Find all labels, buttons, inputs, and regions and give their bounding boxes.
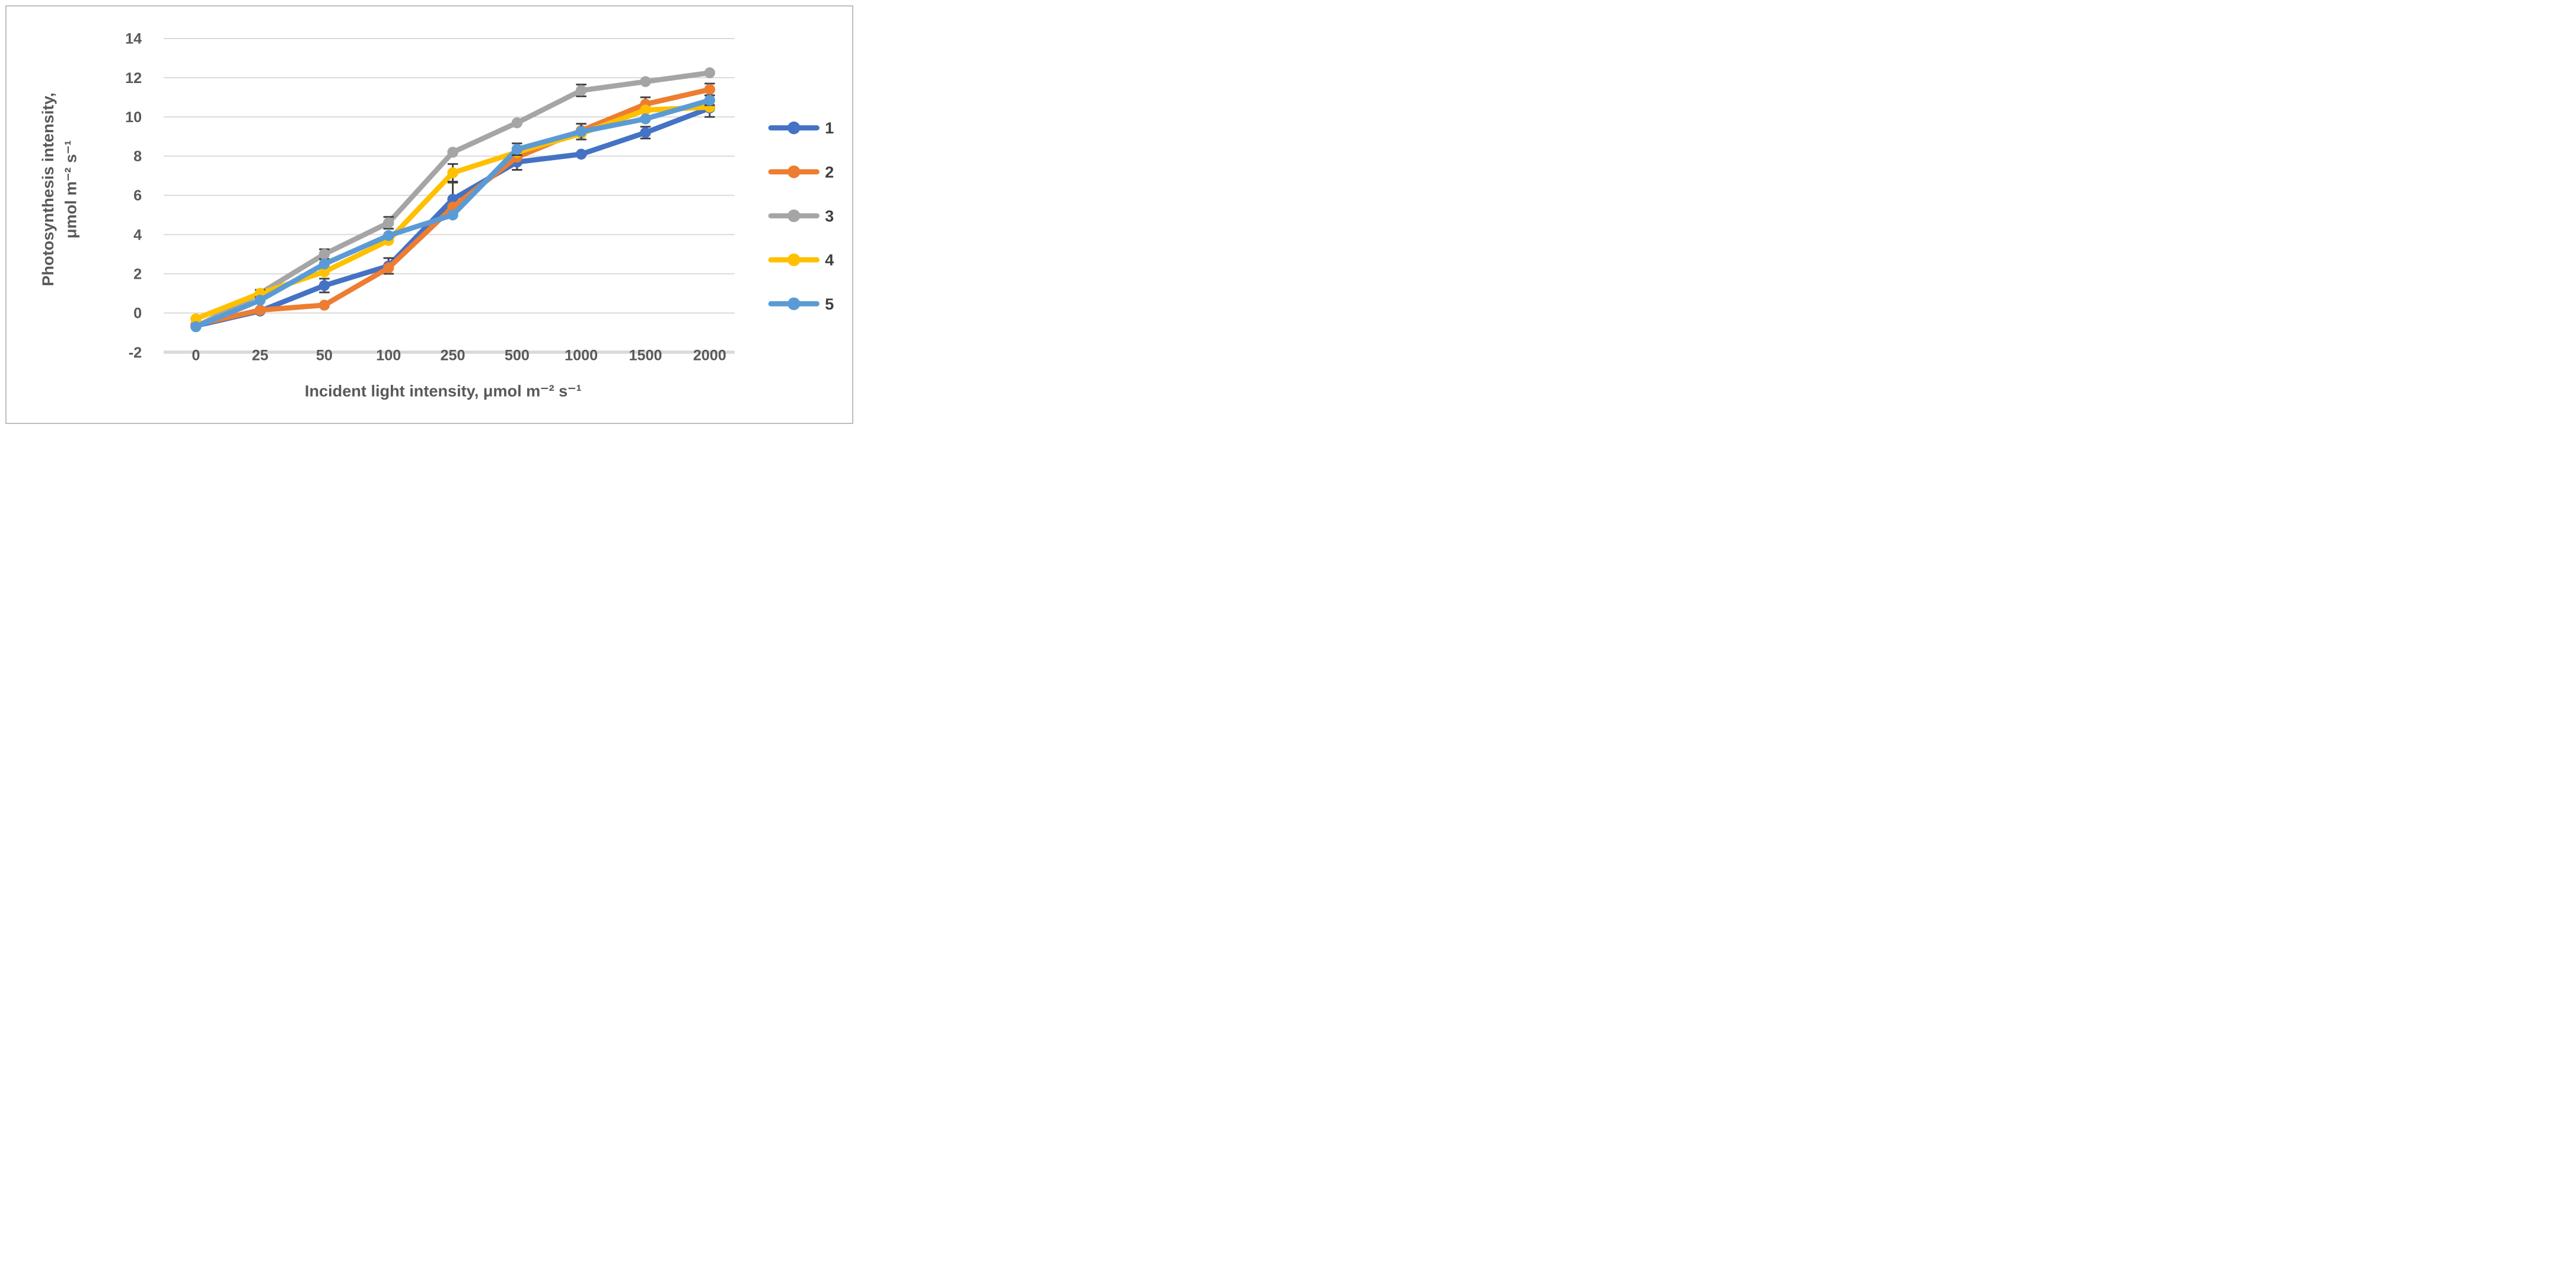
data-point-marker bbox=[447, 146, 458, 158]
legend-marker-icon bbox=[788, 253, 801, 266]
legend-item-label: 3 bbox=[825, 206, 834, 225]
x-tick-labels: 0 25 50 100 250 500 1000 1500 2000 bbox=[192, 347, 726, 364]
page: 14 12 10 8 6 4 2 0 -2 0 25 50 100 250 500 1000 1500 2000… bbox=[0, 0, 859, 429]
x-tick-label: 1500 bbox=[629, 347, 662, 364]
data-point-marker bbox=[190, 321, 202, 333]
data-point-marker bbox=[383, 229, 394, 241]
data-point-marker bbox=[640, 76, 651, 87]
data-point-marker bbox=[318, 280, 330, 291]
y-tick-label: -2 bbox=[129, 345, 142, 361]
legend-item-4: 4 bbox=[768, 251, 834, 269]
data-point-marker bbox=[704, 94, 715, 106]
legend-item-label: 4 bbox=[825, 251, 834, 269]
data-point-marker bbox=[318, 248, 330, 260]
legend-item-1: 1 bbox=[768, 119, 834, 137]
data-point-marker bbox=[640, 104, 651, 116]
x-tick-label: 2000 bbox=[693, 347, 726, 364]
data-point-marker bbox=[447, 209, 458, 221]
y-axis-title-line2: μmol m⁻² s⁻¹ bbox=[62, 140, 80, 238]
data-point-marker bbox=[511, 117, 523, 129]
x-axis-title: Incident light intensity, μmol m⁻² s⁻¹ bbox=[305, 381, 582, 400]
x-tick-label: 25 bbox=[252, 347, 269, 364]
x-tick-label: 250 bbox=[441, 347, 466, 364]
y-tick-label: 6 bbox=[133, 187, 142, 204]
y-tick-label: 2 bbox=[133, 266, 142, 282]
x-tick-label: 0 bbox=[192, 347, 200, 364]
legend-marker-icon bbox=[788, 297, 801, 310]
data-point-marker bbox=[383, 262, 394, 273]
y-tick-label: 0 bbox=[133, 305, 142, 322]
x-tick-label: 1000 bbox=[565, 347, 598, 364]
legend-item-label: 2 bbox=[825, 162, 834, 181]
y-tick-label: 4 bbox=[133, 227, 142, 243]
data-point-marker bbox=[318, 266, 330, 278]
legend-item-3: 3 bbox=[768, 206, 834, 225]
data-point-marker bbox=[704, 84, 715, 95]
data-point-marker bbox=[383, 217, 394, 228]
data-point-marker bbox=[640, 113, 651, 125]
series-5 bbox=[190, 94, 715, 333]
legend-item-5: 5 bbox=[768, 295, 834, 313]
data-point-marker bbox=[190, 313, 202, 324]
x-tick-label: 100 bbox=[376, 347, 401, 364]
data-point-marker bbox=[640, 127, 651, 138]
legend-item-2: 2 bbox=[768, 162, 834, 181]
x-tick-label: 500 bbox=[505, 347, 530, 364]
chart-figure: 14 12 10 8 6 4 2 0 -2 0 25 50 100 250 500 1000 1500 2000… bbox=[5, 5, 853, 424]
data-point-marker bbox=[575, 85, 587, 96]
legend-marker-icon bbox=[788, 121, 801, 135]
legend-item-label: 5 bbox=[825, 295, 834, 313]
y-tick-label: 10 bbox=[125, 109, 142, 126]
y-axis-title-line1: Photosynthesis intensity, bbox=[39, 93, 57, 286]
data-point-marker bbox=[575, 148, 587, 160]
legend-marker-icon bbox=[788, 165, 801, 178]
data-point-marker bbox=[575, 126, 587, 138]
legend-marker-icon bbox=[788, 209, 801, 222]
legend-item-label: 1 bbox=[825, 119, 834, 137]
data-point-marker bbox=[318, 258, 330, 270]
data-point-marker bbox=[447, 167, 458, 178]
data-point-marker bbox=[704, 67, 715, 78]
y-tick-label: 14 bbox=[125, 31, 142, 47]
x-tick-label: 50 bbox=[316, 347, 333, 364]
data-point-marker bbox=[254, 295, 266, 306]
data-point-marker bbox=[254, 304, 266, 316]
legend: 1 2 3 4 5 bbox=[768, 119, 834, 313]
y-tick-label: 12 bbox=[125, 70, 142, 87]
y-tick-labels: 14 12 10 8 6 4 2 0 -2 bbox=[125, 31, 142, 361]
series-group bbox=[190, 67, 715, 333]
y-tick-label: 8 bbox=[133, 148, 142, 165]
data-point-marker bbox=[511, 144, 523, 155]
data-point-marker bbox=[318, 299, 330, 311]
